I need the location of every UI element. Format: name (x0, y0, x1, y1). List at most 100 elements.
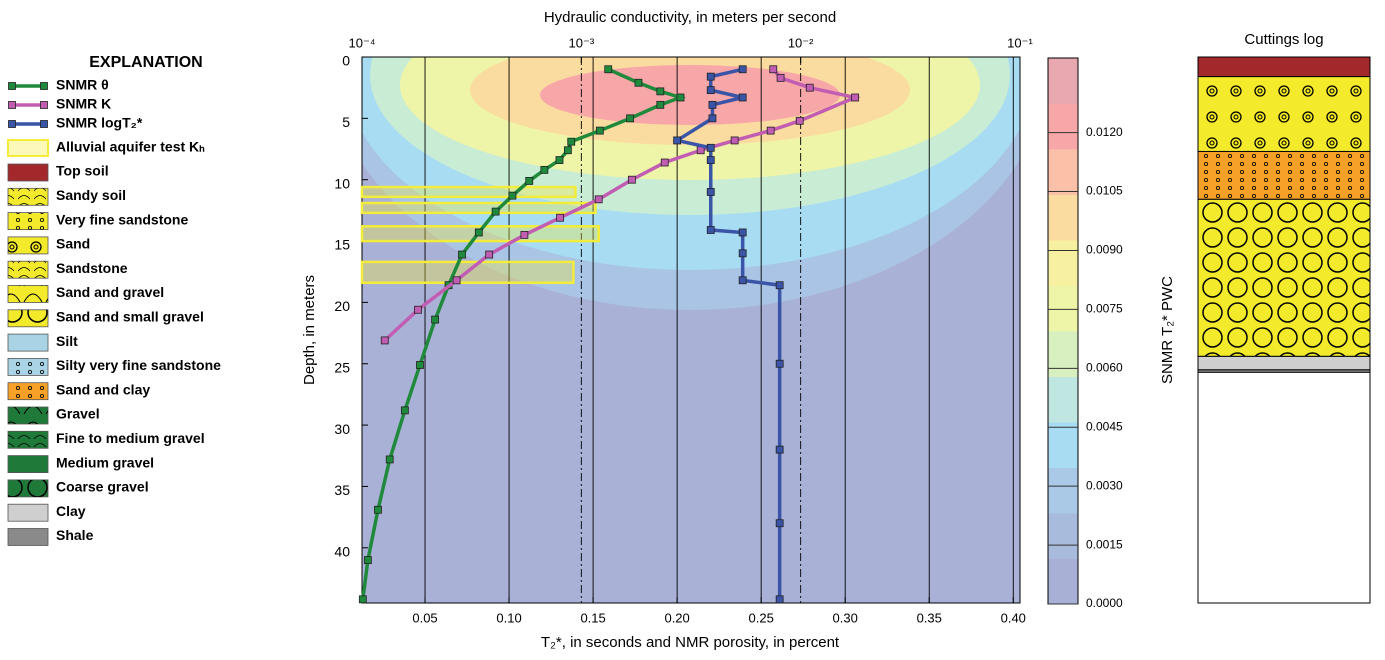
colorbar-step (1048, 58, 1078, 104)
lithology-layer (1197, 355, 1371, 371)
y-tick-label: 25 (334, 359, 350, 375)
legend-marker (40, 101, 48, 109)
legend-marker (40, 120, 48, 128)
series-point (708, 114, 717, 123)
series-point (400, 406, 409, 415)
series-point (673, 136, 682, 145)
series-point (706, 72, 715, 81)
series-point (738, 65, 747, 74)
series-point (706, 86, 715, 95)
legend-label: Sand and gravel (56, 284, 164, 300)
colorbar-tick-label: 0.0015 (1086, 537, 1123, 551)
series-point (540, 165, 549, 174)
y-tick-label: 35 (334, 482, 350, 498)
series-point (738, 249, 747, 258)
series-point (416, 361, 424, 369)
x-tick-label: 0.05 (412, 610, 437, 625)
series-point (851, 93, 859, 102)
colorbar-tick-label: 0.0105 (1086, 184, 1123, 198)
legend-pattern (8, 188, 48, 206)
legend-pattern (8, 285, 48, 303)
legend-pattern (8, 309, 48, 327)
series-point (656, 100, 665, 109)
series-point (769, 65, 778, 74)
colorbar-tick-label: 0.0045 (1086, 419, 1123, 433)
series-point (708, 100, 717, 109)
legend-label: Sand (56, 236, 90, 252)
explanation-title: EXPLANATION (89, 54, 202, 71)
series-point (363, 556, 372, 564)
legend-marker (8, 82, 16, 90)
series-point (358, 595, 367, 604)
series-point (563, 146, 572, 155)
x-tick-label: 0.30 (833, 610, 858, 625)
x-tick-label: 0.10 (496, 610, 521, 625)
legend-label: Very fine sandstone (56, 211, 188, 227)
legend-swatch (7, 503, 49, 522)
series-point (706, 188, 715, 196)
series-point (627, 175, 636, 184)
series-point (604, 65, 613, 74)
y-tick-label: 30 (334, 421, 350, 437)
colorbar-tick-label: 0.0120 (1086, 125, 1123, 139)
colorbar-step (1048, 194, 1078, 241)
series-point (431, 315, 440, 324)
y-tick-label: 0 (342, 53, 350, 69)
colorbar-step (1048, 103, 1078, 150)
series-point (660, 158, 669, 167)
x2-tick-label: 10⁻⁴ (349, 35, 376, 50)
lithology-layer (1197, 369, 1371, 373)
series-point (626, 114, 634, 123)
x-tick-label: 0.25 (749, 610, 774, 625)
colorbar-tick-label: 0.0075 (1086, 302, 1123, 316)
legend-pattern (8, 479, 48, 497)
legend-label: Silty very fine sandstone (56, 357, 221, 373)
legend-label: Medium gravel (56, 454, 154, 470)
x-tick-label: 0.20 (664, 610, 689, 625)
legend-label: SNMR θ (56, 77, 109, 93)
colorbar-step (1048, 422, 1078, 468)
series-point (508, 191, 517, 200)
legend-label: Shale (56, 527, 94, 543)
legend-label: Sand and clay (56, 381, 150, 397)
series-point (458, 250, 466, 259)
series-point (374, 505, 382, 514)
series-point (776, 73, 785, 82)
legend-label: Silt (56, 333, 78, 349)
series-point (414, 305, 422, 314)
legend-label: SNMR K (56, 96, 111, 112)
x2-tick-label: 10⁻² (788, 35, 814, 50)
legend-label: Top soil (56, 163, 109, 179)
colorbar-tick-label: 0.0090 (1086, 243, 1123, 257)
legend-swatch (7, 528, 49, 546)
lithology-pattern (1198, 76, 1370, 152)
legend-pattern (8, 407, 48, 424)
legend-label: Sandstone (56, 260, 128, 276)
legend-swatch (7, 139, 49, 157)
series-point (775, 445, 784, 454)
x-tick-label: 0.40 (1001, 610, 1026, 625)
legend-swatch (7, 333, 49, 352)
series-point (795, 116, 804, 125)
y-tick-label: 5 (342, 114, 350, 130)
series-point (775, 595, 784, 604)
series-point (452, 276, 461, 285)
legend-label: Gravel (56, 406, 100, 422)
legend-pattern (8, 358, 48, 376)
series-point (775, 359, 784, 368)
cuttings-title: Cuttings log (1244, 31, 1323, 48)
series-point (380, 336, 389, 345)
x2-tick-label: 10⁻³ (569, 35, 595, 50)
y-title: Depth, in meters (301, 275, 318, 385)
series-point (775, 281, 784, 290)
colorbar-step (1048, 467, 1078, 514)
series-point (738, 276, 747, 285)
legend-label: SNMR logT₂* (56, 115, 143, 131)
series-point (474, 228, 483, 237)
legend-pattern (8, 236, 48, 254)
series-point (738, 228, 747, 237)
y-tick-label: 40 (334, 543, 350, 559)
y-tick-label: 15 (334, 237, 350, 253)
series-point (556, 213, 564, 222)
